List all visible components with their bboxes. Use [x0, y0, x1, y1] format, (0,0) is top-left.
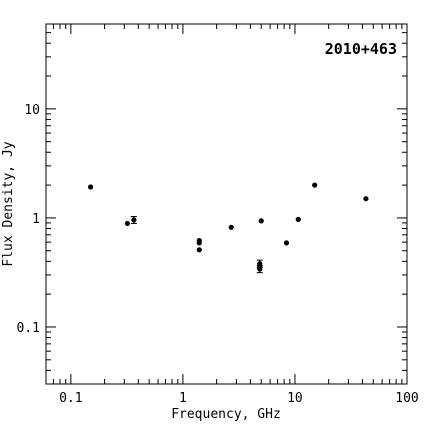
x-tick-label: 100 — [395, 391, 418, 406]
data-point — [131, 217, 137, 223]
y-tick-label: 10 — [24, 103, 40, 118]
plot-frame — [45, 23, 408, 385]
data-point — [312, 182, 318, 188]
x-tick-label: 0.1 — [59, 391, 82, 406]
data-point — [228, 224, 234, 230]
tick-labels-layer: 0.1 1 10 100 0.1 1 10 — [17, 103, 419, 406]
data-point — [196, 247, 202, 253]
ticks-layer — [45, 23, 408, 385]
data-point — [87, 184, 94, 190]
data-point — [124, 220, 131, 227]
data-point — [196, 240, 202, 246]
x-axis-label: Frequency, GHz — [171, 407, 281, 422]
data-point — [258, 218, 264, 224]
y-tick-label: 0.1 — [17, 321, 40, 336]
y-tick-label: 1 — [32, 212, 40, 227]
x-tick-label: 1 — [179, 391, 187, 406]
x-tick-label: 10 — [287, 391, 303, 406]
source-name-annotation: 2010+463 — [325, 40, 397, 58]
data-point — [363, 196, 369, 202]
data-point — [295, 216, 301, 222]
data-point — [283, 240, 290, 246]
data-point — [257, 266, 263, 272]
y-axis-label: Flux Density, Jy — [1, 141, 16, 266]
data-points-layer — [87, 182, 369, 274]
